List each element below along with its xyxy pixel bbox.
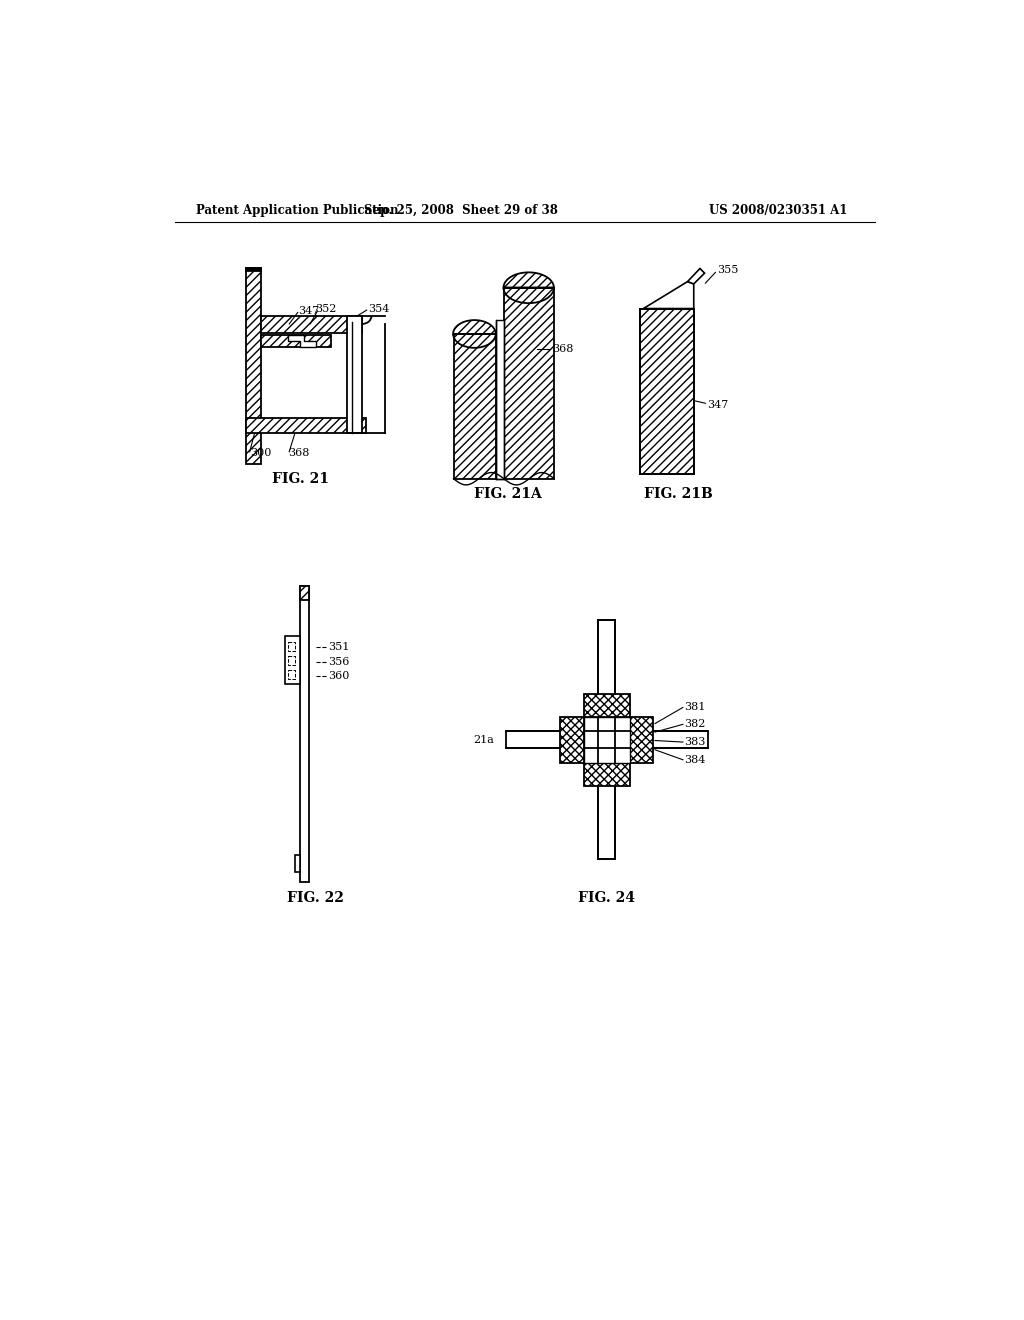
Bar bbox=[261, 335, 331, 347]
Text: 381: 381 bbox=[684, 702, 706, 713]
Bar bbox=[598, 620, 615, 859]
Bar bbox=[246, 418, 366, 433]
Bar bbox=[584, 763, 630, 785]
Polygon shape bbox=[643, 281, 693, 309]
Bar bbox=[288, 656, 295, 665]
Text: 351: 351 bbox=[328, 642, 349, 652]
Bar bbox=[246, 268, 261, 465]
Text: 354: 354 bbox=[369, 304, 389, 314]
Text: 368: 368 bbox=[288, 449, 309, 458]
Text: 355: 355 bbox=[717, 265, 738, 275]
Text: 300: 300 bbox=[251, 449, 271, 458]
Text: 360: 360 bbox=[328, 671, 349, 681]
Bar bbox=[640, 309, 693, 474]
Text: FIG. 24: FIG. 24 bbox=[579, 891, 636, 904]
Text: US 2008/0230351 A1: US 2008/0230351 A1 bbox=[710, 205, 848, 218]
Text: 384: 384 bbox=[684, 755, 706, 764]
Bar bbox=[584, 717, 630, 763]
Polygon shape bbox=[687, 268, 705, 284]
Polygon shape bbox=[504, 288, 554, 479]
Bar bbox=[288, 642, 295, 651]
Text: FIG. 21B: FIG. 21B bbox=[644, 487, 713, 502]
Text: Sep. 25, 2008  Sheet 29 of 38: Sep. 25, 2008 Sheet 29 of 38 bbox=[365, 205, 558, 218]
Text: 352: 352 bbox=[315, 305, 337, 314]
Text: 368: 368 bbox=[552, 345, 573, 354]
Text: 347: 347 bbox=[707, 400, 728, 409]
Bar bbox=[630, 717, 653, 763]
Bar bbox=[288, 669, 295, 678]
Bar bbox=[346, 317, 362, 433]
Bar bbox=[300, 586, 309, 599]
Text: FIG. 21: FIG. 21 bbox=[271, 471, 329, 486]
Text: 356: 356 bbox=[328, 657, 349, 667]
Polygon shape bbox=[289, 335, 315, 347]
Polygon shape bbox=[453, 321, 496, 334]
Text: FIG. 22: FIG. 22 bbox=[287, 891, 344, 904]
Bar bbox=[560, 717, 584, 763]
Text: 383: 383 bbox=[684, 737, 706, 747]
Bar bbox=[300, 586, 309, 882]
Text: 382: 382 bbox=[684, 719, 706, 730]
Polygon shape bbox=[246, 268, 261, 271]
Polygon shape bbox=[454, 334, 496, 479]
Text: 21a: 21a bbox=[474, 735, 495, 744]
Polygon shape bbox=[504, 272, 554, 288]
Bar bbox=[506, 731, 708, 748]
Bar bbox=[295, 855, 300, 873]
Bar bbox=[285, 636, 300, 684]
Text: Patent Application Publication: Patent Application Publication bbox=[197, 205, 398, 218]
Bar bbox=[496, 321, 504, 479]
Text: FIG. 21A: FIG. 21A bbox=[474, 487, 542, 502]
Text: 347: 347 bbox=[298, 306, 318, 315]
Bar bbox=[261, 317, 362, 333]
Bar bbox=[584, 693, 630, 717]
